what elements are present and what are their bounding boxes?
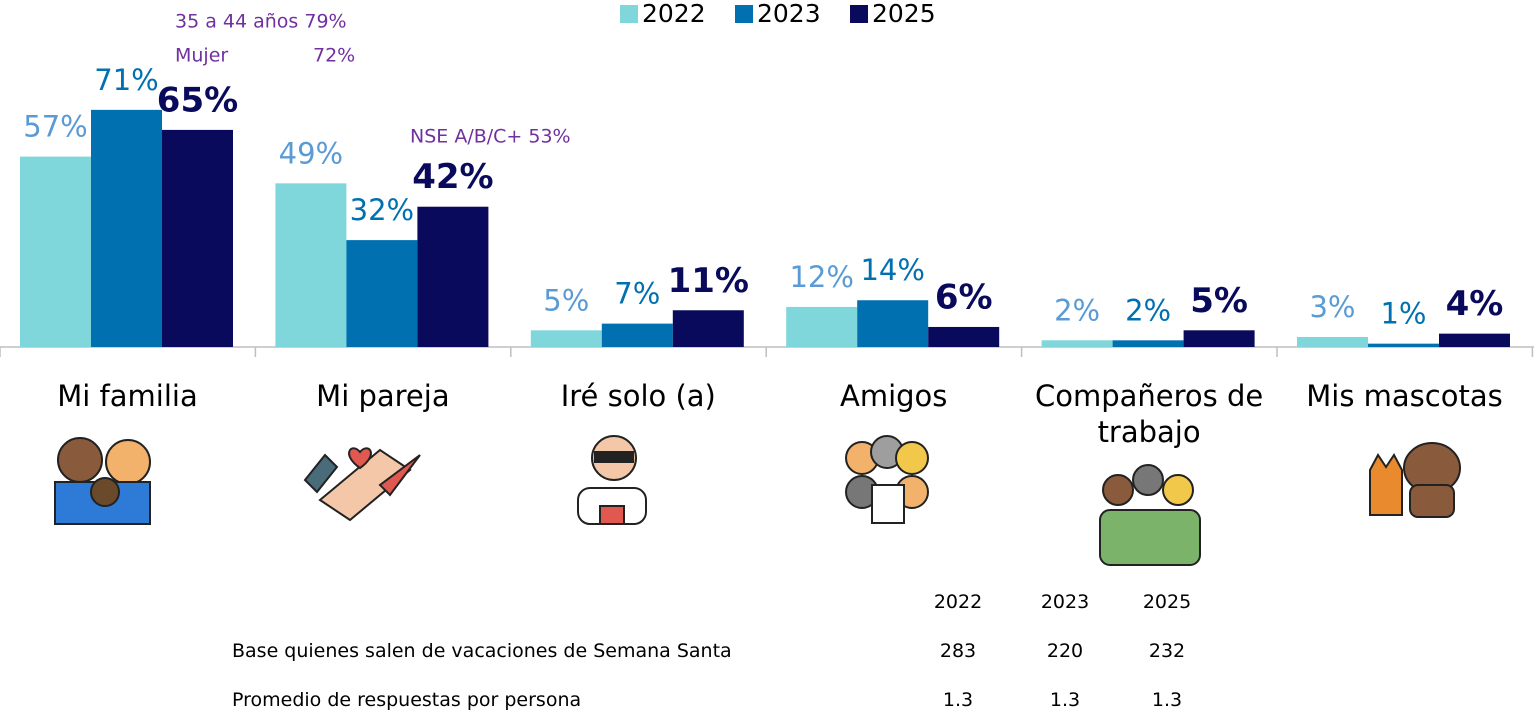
category-label: Mis mascotas [1306,379,1503,413]
table-cell: 1.3 [942,689,974,711]
bar [928,326,1000,347]
bar [346,240,418,347]
data-label: 6% [935,277,993,317]
data-label: 2% [1054,293,1100,327]
data-label: 1% [1380,297,1426,331]
data-label: 49% [279,136,343,170]
category-label: Mi pareja [316,379,450,413]
legend-swatch [850,5,868,23]
bar [417,206,489,347]
bar [1439,333,1510,347]
category-label: Compañeros de trabajo [1034,379,1264,449]
bar [1183,330,1255,347]
category-label: Iré solo (a) [560,379,716,413]
data-label: 3% [1309,290,1355,324]
icons [54,435,1461,566]
legend-swatch [620,5,638,23]
data-label: 7% [614,277,660,311]
data-label: 2% [1125,293,1171,327]
data-label: 11% [668,261,749,301]
data-label: 65% [157,80,238,120]
bar [672,310,744,347]
annotation: Mujer [175,45,228,67]
data-label: 71% [94,63,158,97]
table-cell: 283 [939,640,977,662]
category-label: Amigos [839,379,948,413]
annotation: 72% [313,45,355,67]
bar [91,109,162,347]
bar [857,300,929,347]
data-label: 4% [1446,284,1504,324]
bar [601,323,673,347]
bar [1112,340,1184,347]
table-header: 2022 [933,591,983,613]
bar [20,156,91,347]
legend-label: 2025 [872,0,936,28]
bar [1368,343,1439,347]
data-label: 32% [350,193,414,227]
table-cell: 232 [1148,640,1186,662]
table-header: 2023 [1040,591,1090,613]
table-header: 2025 [1142,591,1192,613]
table-cell: 220 [1046,640,1084,662]
annotation: 35 a 44 años 79% [175,11,347,33]
bar [162,129,233,347]
table-cell: 1.3 [1151,689,1183,711]
data-label: 42% [412,157,493,197]
annotation: NSE A/B/C+ 53% [410,126,571,148]
table-row-label: Promedio de respuestas por persona [232,689,582,711]
data-label: 5% [1190,281,1248,321]
table-row-label: Base quienes salen de vacaciones de Sema… [232,640,732,662]
bar [1297,336,1368,347]
bar [1041,340,1113,347]
data-label: 14% [860,253,924,287]
category-label: Mi familia [57,379,198,413]
data-label: 57% [23,110,87,144]
bar [786,306,858,347]
legend-label: 2022 [642,0,706,28]
bar [530,330,602,347]
legend-swatch [735,5,753,23]
legend-label: 2023 [757,0,821,28]
data-label: 5% [543,283,589,317]
data-label: 12% [789,260,853,294]
table-cell: 1.3 [1049,689,1081,711]
bar [275,183,347,347]
